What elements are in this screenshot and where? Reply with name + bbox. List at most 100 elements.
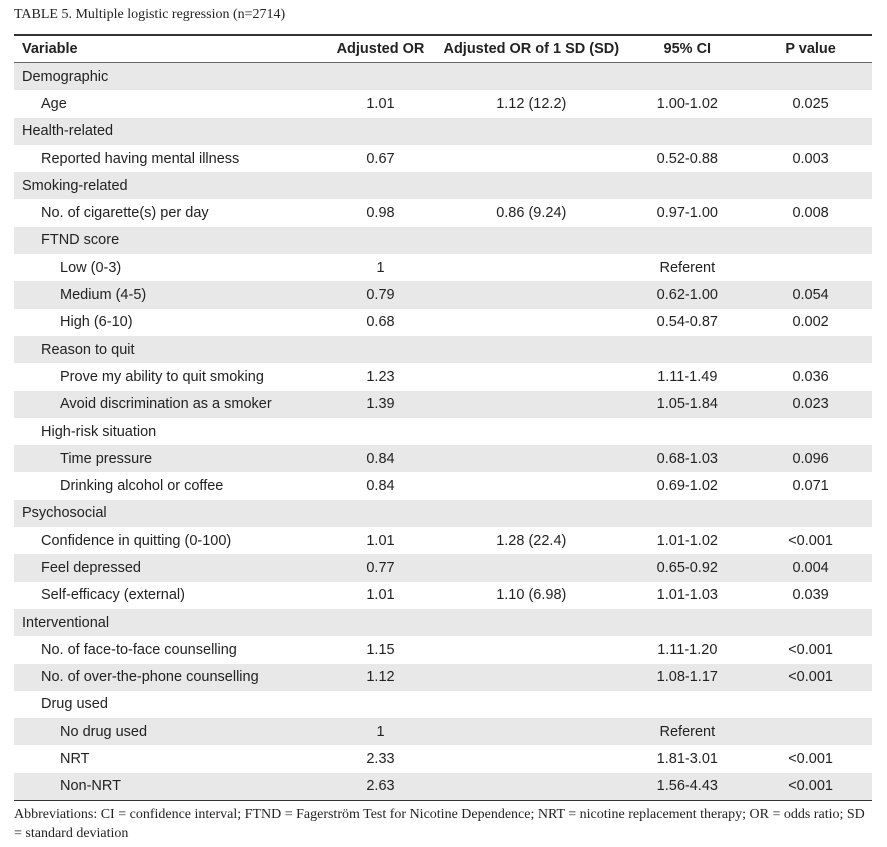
- table-row: No. of over-the-phone counselling 1.12 1.0…: [14, 663, 872, 691]
- table-row: High-risk situation: [14, 418, 872, 445]
- cell-ci: 0.54-0.87: [656, 314, 718, 331]
- cell-or: [323, 226, 438, 255]
- cell-p: 0.004: [749, 554, 872, 582]
- cell-p: [749, 254, 872, 281]
- row-label: Prove my ability to quit smoking: [60, 368, 264, 385]
- cell-or-sd: [437, 418, 625, 445]
- row-label: Interventional: [14, 608, 324, 637]
- cell-ci: [625, 608, 750, 637]
- cell-p: 0.008: [792, 205, 829, 222]
- cell-or-sd: [437, 472, 625, 499]
- row-label: Drinking alcohol or coffee: [60, 478, 224, 495]
- cell-or: 1.01: [366, 587, 395, 604]
- cell-ci: 1.56-4.43: [625, 772, 750, 802]
- cell-ci: 1.11-1.49: [657, 368, 718, 385]
- cell-p: [749, 691, 872, 718]
- cell-p: 0.023: [749, 390, 872, 418]
- row-label: Health-related: [14, 117, 324, 145]
- cell-p: [749, 608, 872, 637]
- row-label: No. of cigarette(s) per day: [41, 205, 209, 222]
- cell-ci: Referent: [625, 718, 750, 746]
- cell-p: 0.039: [792, 587, 829, 604]
- table-row: Demographic: [14, 62, 872, 91]
- table-row: Time pressure 0.84 0.68-1.03 0.096: [14, 445, 872, 473]
- cell-p: [749, 226, 872, 255]
- table-row: Smoking-related: [14, 172, 872, 200]
- row-label: Psychosocial: [14, 499, 324, 528]
- cell-ci: [625, 62, 750, 91]
- cell-or: 1: [323, 718, 438, 746]
- cell-or: [323, 62, 438, 91]
- cell-or: [323, 608, 438, 637]
- cell-ci: 0.68-1.03: [625, 445, 750, 473]
- cell-or-sd: [437, 226, 626, 255]
- row-label: Age: [41, 95, 67, 112]
- cell-p: <0.001: [788, 641, 833, 658]
- row-label: Avoid discrimination as a smoker: [14, 390, 324, 418]
- cell-or: 0.98: [366, 205, 395, 222]
- table-footnote: Abbreviations: CI = confidence interval;…: [14, 807, 865, 841]
- cell-or-sd: [437, 718, 626, 746]
- cell-or: 0.84: [323, 445, 438, 473]
- cell-or-sd: [437, 691, 625, 718]
- table-caption: TABLE 5. Multiple logistic regression (n…: [14, 7, 286, 22]
- row-label: Medium (4-5): [14, 281, 324, 309]
- cell-ci: [625, 226, 750, 255]
- header-variable: Variable: [14, 34, 324, 63]
- table-row: No drug used 1 Referent: [14, 718, 872, 746]
- cell-or: 1.23: [366, 368, 395, 385]
- row-label: Demographic: [14, 62, 324, 91]
- cell-ci: Referent: [659, 259, 716, 276]
- cell-ci: [625, 172, 750, 200]
- cell-or: [323, 335, 438, 364]
- cell-p: 0.025: [792, 95, 829, 112]
- cell-or: 0.84: [366, 478, 395, 495]
- cell-or: 1.15: [366, 641, 395, 658]
- cell-or-sd: [437, 772, 626, 802]
- cell-or: 1.01: [366, 95, 395, 112]
- row-label: Time pressure: [14, 445, 324, 473]
- table-header: Variable Adjusted OR Adjusted OR of 1 SD…: [14, 34, 872, 63]
- cell-ci: 1.81-3.01: [656, 751, 718, 768]
- cell-or-sd: [437, 608, 626, 637]
- table-row: No. of face-to-face counselling 1.15 1.11-…: [14, 636, 872, 663]
- cell-p: [749, 62, 872, 91]
- cell-or-sd: [437, 254, 625, 281]
- table-row: Avoid discrimination as a smoker 1.39 1.05…: [14, 390, 872, 418]
- header-p-value: P value: [749, 34, 872, 63]
- cell-or: 1.39: [323, 390, 438, 418]
- row-label: Reported having mental illness: [41, 150, 240, 167]
- header-adjusted-or: Adjusted OR: [323, 34, 438, 63]
- cell-or-sd: [437, 636, 625, 663]
- cell-ci: [625, 335, 750, 364]
- cell-p: [749, 718, 872, 746]
- cell-or-sd: [437, 663, 626, 691]
- cell-ci: 0.52-0.88: [656, 150, 718, 167]
- row-label: No. of over-the-phone counselling: [14, 663, 324, 691]
- cell-or: [323, 499, 438, 528]
- table-row: Drug used: [14, 691, 872, 718]
- cell-or: 0.67: [366, 150, 395, 167]
- table-row: Interventional: [14, 608, 872, 637]
- cell-ci: [625, 117, 750, 145]
- table-row: NRT 2.33 1.81-3.01 <0.001: [14, 745, 872, 772]
- cell-ci: 0.69-1.02: [656, 478, 718, 495]
- cell-ci: 1.01-1.02: [656, 532, 718, 549]
- cell-p: <0.001: [788, 751, 833, 768]
- header-ci: 95% CI: [625, 34, 750, 63]
- row-label: Drug used: [41, 696, 108, 713]
- table-row: Confidence in quitting (0-100) 1.01 1.28 (…: [14, 527, 872, 554]
- cell-or: 0.79: [323, 281, 438, 309]
- cell-p: [749, 499, 872, 528]
- row-label: High (6-10): [60, 314, 133, 331]
- cell-or: [324, 691, 437, 718]
- table-row: No. of cigarette(s) per day 0.98 0.86 (9.2…: [14, 199, 872, 226]
- cell-or-sd: 1.28 (22.4): [496, 532, 567, 549]
- row-label: Low (0-3): [60, 259, 122, 276]
- cell-p: <0.001: [749, 663, 872, 691]
- cell-or: [324, 418, 437, 445]
- regression-table: Variable Adjusted OR Adjusted OR of 1 SD…: [14, 34, 872, 802]
- cell-p: <0.001: [749, 772, 872, 802]
- cell-ci: 0.65-0.92: [625, 554, 750, 582]
- cell-ci: 1.05-1.84: [625, 390, 750, 418]
